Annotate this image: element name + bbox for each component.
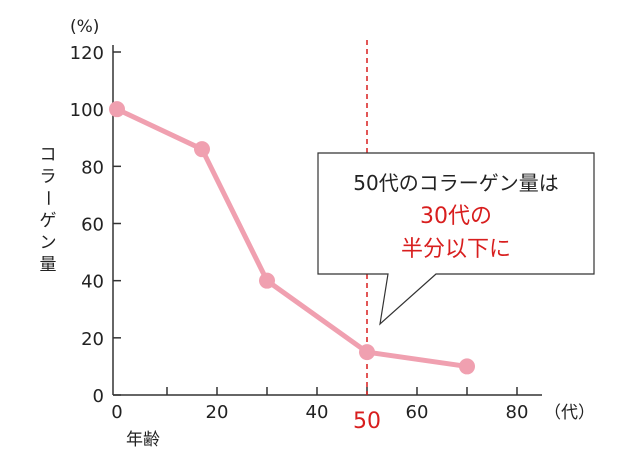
- data-point: [459, 358, 475, 375]
- y-tick-label: 0: [93, 386, 104, 407]
- series-points: [109, 101, 475, 375]
- data-point: [194, 141, 210, 158]
- x-tick-label: 80: [506, 402, 529, 423]
- y-tick-label: 100: [70, 100, 104, 121]
- y-axis-label-char: 量: [40, 255, 57, 275]
- y-tick-label: 20: [81, 329, 104, 350]
- x-axis-label: 年齢: [126, 430, 160, 450]
- y-unit-label: (%): [70, 17, 99, 37]
- y-tick-label: 80: [81, 157, 104, 178]
- callout-box: [317, 152, 595, 326]
- x-tick-label: 60: [406, 402, 429, 423]
- y-axis-label-char: コ: [40, 145, 57, 165]
- y-axis-label-char: ゲ: [40, 211, 57, 231]
- x-ticks: 0 20 40 50 60 80: [111, 387, 528, 434]
- y-tick-label: 120: [70, 43, 104, 64]
- x-tick-label: 20: [206, 402, 229, 423]
- y-tick-label: 60: [81, 215, 104, 236]
- callout-line3: 半分以下に: [401, 237, 511, 262]
- data-point: [359, 344, 375, 361]
- y-axis-label-char: ラ: [40, 167, 57, 187]
- y-ticks: 0 20 40 60 80 100 120: [70, 43, 121, 407]
- y-axis-label-char: ン: [40, 233, 57, 253]
- y-axis-label-char: ー: [37, 190, 57, 207]
- y-tick-label: 40: [81, 272, 104, 293]
- callout-line1: 50代のコラーゲン量は: [353, 171, 558, 195]
- data-point: [109, 101, 125, 118]
- y-axis-label: コラーゲン量: [37, 145, 57, 275]
- x-tick-label-highlight: 50: [353, 409, 381, 434]
- x-tick-label: 0: [111, 402, 122, 423]
- data-point: [259, 272, 275, 289]
- x-tick-label: 40: [306, 402, 329, 423]
- callout-line2: 30代の: [420, 204, 492, 229]
- x-unit-label: （代）: [544, 403, 595, 423]
